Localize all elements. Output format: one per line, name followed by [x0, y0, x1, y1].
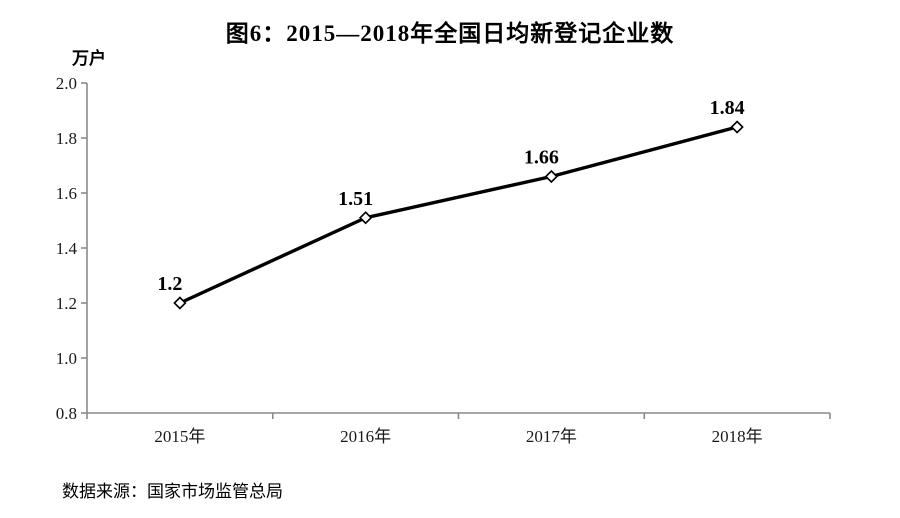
y-axis-tick-label: 1.6 [56, 184, 77, 203]
data-point-label: 1.66 [524, 147, 559, 169]
chart-title: 图6：2015—2018年全国日均新登记企业数 [225, 21, 675, 46]
x-axis-category-label: 2016年 [340, 427, 391, 446]
data-point-marker [358, 211, 373, 225]
y-axis-tick-label: 1.2 [56, 294, 77, 313]
data-point-label: 1.51 [338, 188, 373, 210]
x-axis-category-label: 2018年 [712, 427, 763, 446]
y-axis-tick-label: 1.8 [56, 129, 77, 148]
data-point-label: 1.84 [710, 97, 745, 119]
data-point-marker [544, 169, 559, 184]
y-axis-tick-label: 1.4 [56, 239, 78, 258]
data-point-label: 1.2 [157, 273, 182, 295]
x-axis-category-label: 2015年 [154, 427, 205, 446]
data-line [178, 125, 739, 305]
x-axis-category-label: 2017年 [526, 427, 577, 446]
data-point-marker [730, 120, 744, 134]
y-axis-tick-label: 2.0 [56, 74, 77, 93]
data-point-marker [173, 296, 187, 310]
y-axis-tick-label: 0.8 [56, 404, 77, 423]
y-axis-tick-label: 1.0 [56, 349, 77, 368]
y-axis-unit-label: 万户 [72, 49, 106, 68]
data-source-note: 数据来源：国家市场监管总局 [62, 482, 283, 501]
